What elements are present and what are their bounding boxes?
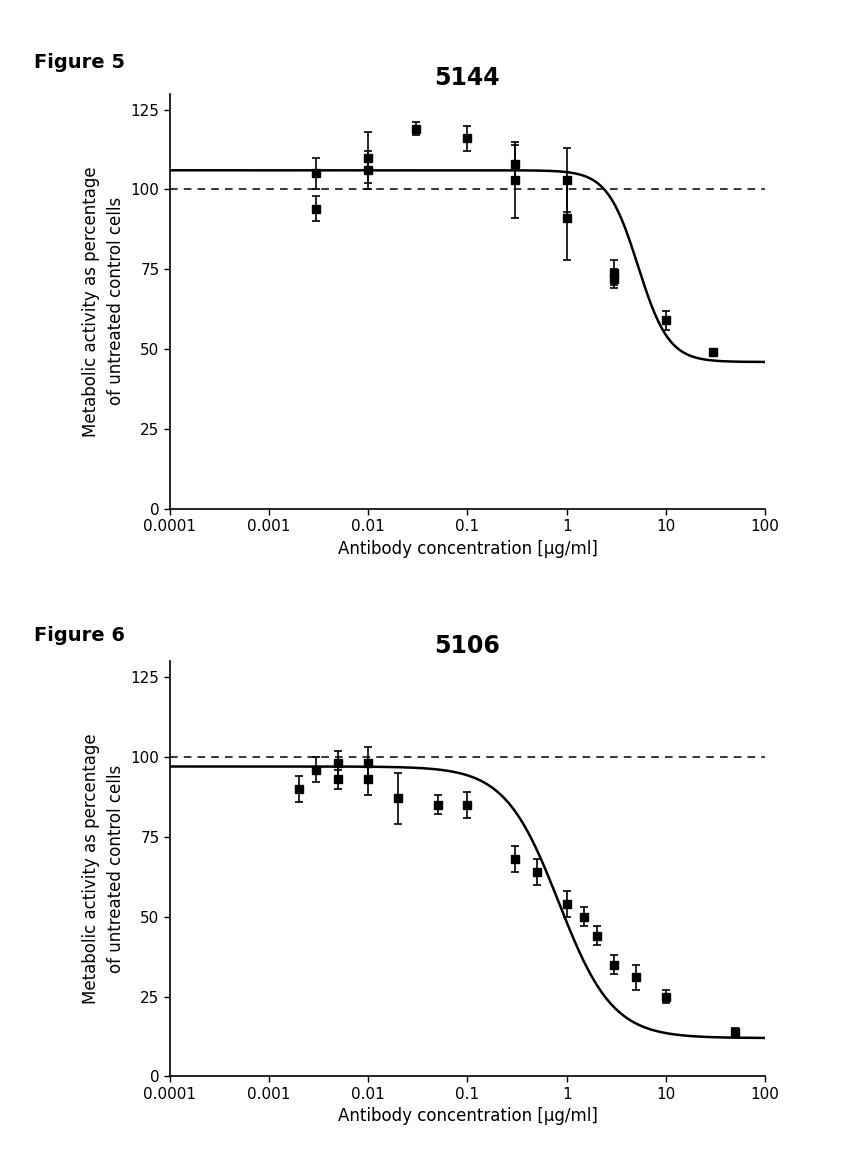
Title: 5144: 5144 [434,67,501,90]
X-axis label: Antibody concentration [µg/ml]: Antibody concentration [µg/ml] [337,1107,598,1126]
Text: Figure 5: Figure 5 [34,53,125,71]
Text: Figure 6: Figure 6 [34,626,125,645]
Title: 5106: 5106 [434,634,501,658]
X-axis label: Antibody concentration [µg/ml]: Antibody concentration [µg/ml] [337,539,598,558]
Y-axis label: Metabolic activity as percentage
of untreated control cells: Metabolic activity as percentage of untr… [82,734,125,1004]
Y-axis label: Metabolic activity as percentage
of untreated control cells: Metabolic activity as percentage of untr… [82,166,125,436]
